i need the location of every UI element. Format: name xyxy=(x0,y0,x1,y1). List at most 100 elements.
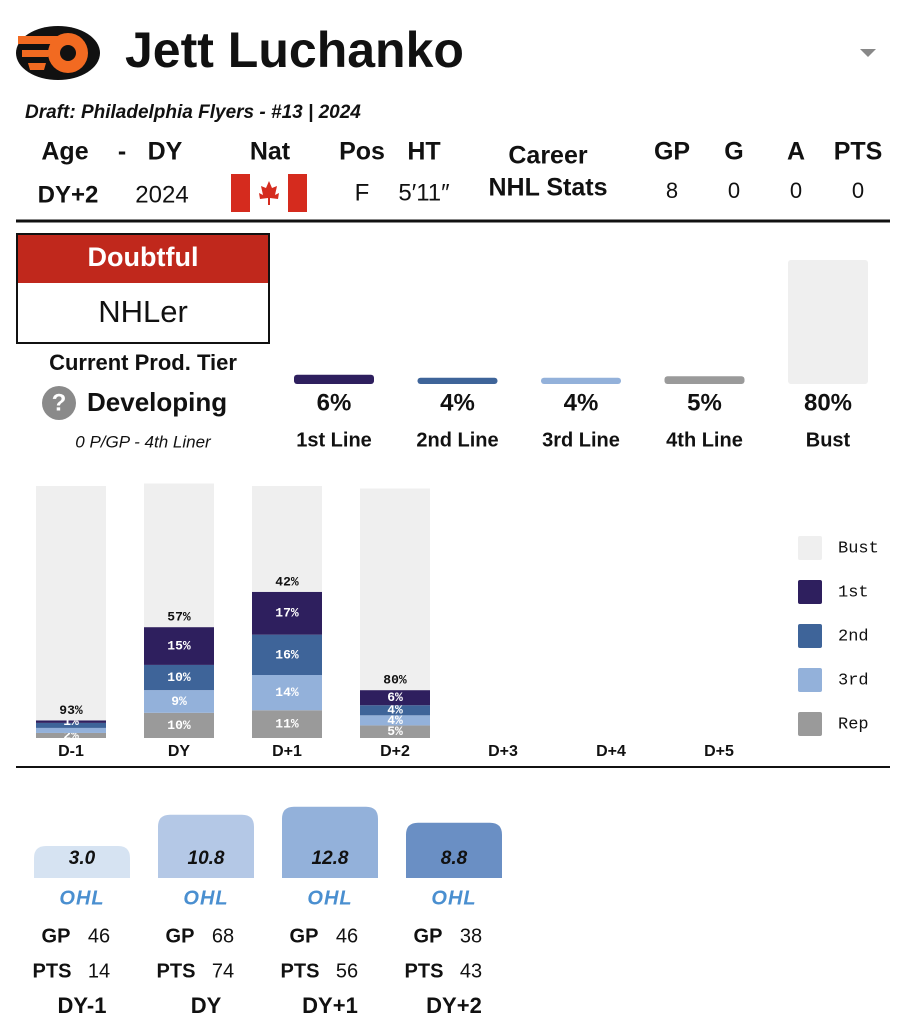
outlook-category: 3rd Line xyxy=(542,429,620,451)
outlook-value: 80% xyxy=(804,389,852,416)
age: DY+2 xyxy=(38,181,99,208)
tier-note: 0 P/GP - 4th Liner xyxy=(75,432,212,451)
x-tick-label: D-1 xyxy=(58,743,84,760)
stat-value: 46 xyxy=(336,925,358,947)
season-bar xyxy=(158,814,254,878)
stack-segment xyxy=(252,634,322,675)
career-column: A xyxy=(787,138,805,166)
season-bar xyxy=(34,846,130,878)
outlook-bar xyxy=(788,260,868,384)
outlook-bar xyxy=(541,377,621,384)
segment-label: 80% xyxy=(383,673,407,688)
season-value: 10.8 xyxy=(188,848,225,869)
stack-segment xyxy=(360,690,430,706)
stack-segment xyxy=(144,712,214,738)
team-logo xyxy=(16,26,100,80)
season-value: 8.8 xyxy=(441,848,468,869)
career-value: 0 xyxy=(790,178,802,203)
stat-label: GP xyxy=(290,925,319,947)
stat-label: GP xyxy=(414,925,443,947)
segment-label: 5% xyxy=(387,724,403,739)
draft-info: Draft: Philadelphia Flyers - #13 | 2024 xyxy=(25,102,361,123)
x-tick-label: DY xyxy=(168,743,191,760)
stack-segment xyxy=(36,720,106,723)
stat-value: 14 xyxy=(88,960,110,982)
league-logo: OHL xyxy=(183,887,228,909)
legend-swatch xyxy=(798,668,822,692)
season-label: DY xyxy=(191,993,222,1018)
stat-value: 43 xyxy=(460,960,482,982)
x-tick-label: D+5 xyxy=(704,743,734,760)
segment-label: 42% xyxy=(275,574,299,589)
stack-segment xyxy=(360,725,430,738)
stat-label: PTS xyxy=(157,960,196,982)
outlook-bar xyxy=(294,374,374,384)
outlook-value: 4% xyxy=(564,389,599,416)
segment-label: 6% xyxy=(387,690,403,705)
season-value: 3.0 xyxy=(69,848,96,869)
segment-label: 4% xyxy=(387,713,403,728)
bio-label: Pos xyxy=(339,138,385,166)
season-label: DY-1 xyxy=(58,993,107,1018)
x-tick-label: D+4 xyxy=(596,743,626,760)
legend-swatch xyxy=(798,580,822,604)
tier: Developing xyxy=(87,387,227,417)
bio-label: - xyxy=(118,138,126,166)
career-title: NHL Stats xyxy=(488,174,607,202)
player-name: Jett Luchanko xyxy=(125,22,464,78)
league-logo: OHL xyxy=(431,887,476,909)
flag xyxy=(231,174,307,212)
stack-segment xyxy=(360,488,430,691)
stat-value: 56 xyxy=(336,960,358,982)
segment-label: 15% xyxy=(167,638,191,653)
help-icon-glyph: ? xyxy=(52,389,67,416)
career-column: GP xyxy=(654,138,690,166)
stack-segment xyxy=(360,715,430,726)
stack-segment xyxy=(144,483,214,628)
outlook-category: Bust xyxy=(806,429,851,451)
stack-segment xyxy=(36,722,106,728)
draft-year: 2024 xyxy=(135,181,188,208)
stat-label: PTS xyxy=(33,960,72,982)
legend-swatch xyxy=(798,536,822,560)
stat-value: 68 xyxy=(212,925,234,947)
stack-segment xyxy=(252,591,322,635)
segment-label: 4% xyxy=(387,703,403,718)
stack-segment xyxy=(144,664,214,691)
outlook-bar xyxy=(417,377,498,384)
legend-label: 1st xyxy=(838,583,869,602)
position: F xyxy=(355,179,370,206)
career-value: 0 xyxy=(852,178,864,203)
career-column: PTS xyxy=(834,138,883,166)
league-logo: OHL xyxy=(59,887,104,909)
segment-label: 93% xyxy=(59,703,83,718)
stack-segment xyxy=(36,486,106,721)
segment-label: 14% xyxy=(275,685,299,700)
bio-label: HT xyxy=(407,138,440,166)
career-value: 0 xyxy=(728,178,740,203)
season-label: DY+2 xyxy=(426,993,482,1018)
career-column: G xyxy=(724,138,743,166)
stack-segment xyxy=(360,705,430,716)
season-label: DY+1 xyxy=(302,993,358,1018)
verdict: Doubtful xyxy=(88,242,199,272)
outlook-category: 2nd Line xyxy=(416,429,498,451)
stack-segment xyxy=(252,675,322,711)
verdict-banner xyxy=(18,235,268,283)
help-icon[interactable] xyxy=(42,386,76,420)
stat-value: 46 xyxy=(88,925,110,947)
bio-label: DY xyxy=(148,138,183,166)
segment-label: 10% xyxy=(167,670,191,685)
segment-label: 11% xyxy=(275,717,299,732)
legend-label: 3rd xyxy=(838,671,869,690)
season-value: 12.8 xyxy=(312,848,349,869)
legend-label: Bust xyxy=(838,539,879,558)
stack-segment xyxy=(252,486,322,592)
segment-label: 10% xyxy=(167,718,191,733)
stack-segment xyxy=(252,710,322,738)
dropdown-toggle[interactable] xyxy=(860,49,876,57)
season-bar xyxy=(282,806,378,878)
career-title: Career xyxy=(508,142,587,170)
stack-segment xyxy=(144,627,214,665)
